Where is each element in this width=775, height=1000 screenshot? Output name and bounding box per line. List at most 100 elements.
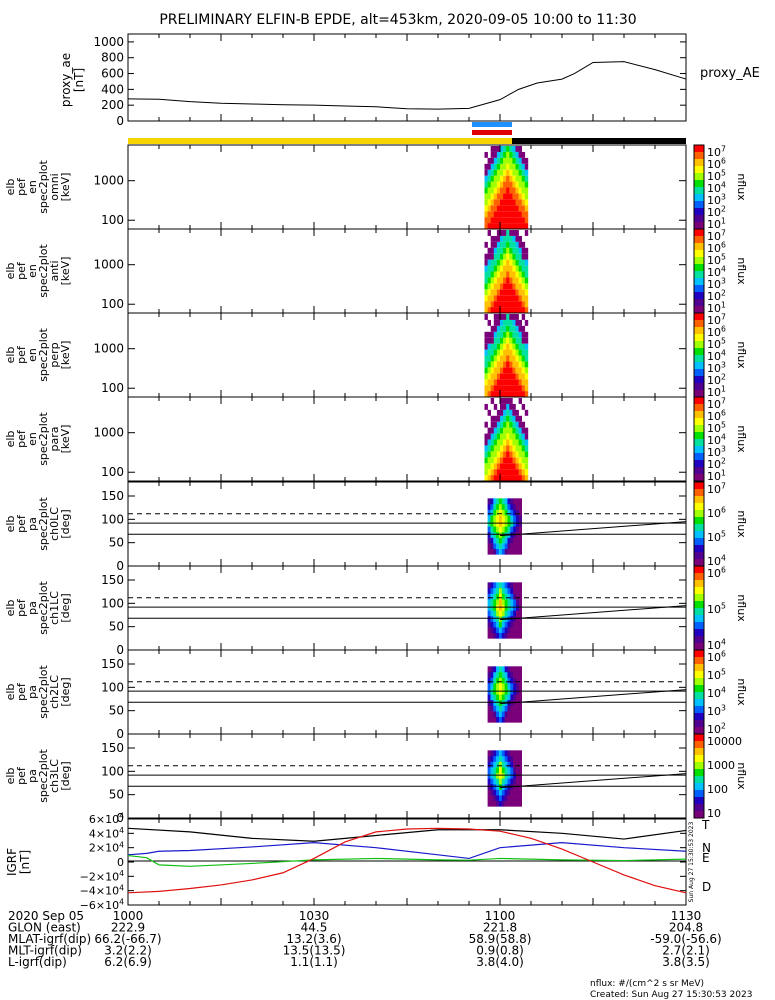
- pitch-angle-cell: [498, 761, 503, 768]
- spectrogram-cell: [518, 241, 522, 248]
- spectrogram-cell: [487, 265, 491, 272]
- spectrogram-cell: [490, 199, 495, 206]
- pitch-angle-cell: [510, 599, 514, 606]
- spectrogram-cell: [493, 343, 498, 350]
- pitch-angle-ytick-label: 50: [109, 788, 124, 802]
- pitch-angle-cell: [496, 509, 500, 516]
- spectrogram-cell: [512, 205, 516, 212]
- spectrogram-ytick-label: 100: [101, 297, 124, 311]
- pitch-angle-cell: [510, 582, 514, 589]
- spectrogram-cell: [490, 355, 495, 362]
- spectrogram-cell: [500, 307, 504, 313]
- pitch-angle-cell: [513, 789, 517, 796]
- spectrogram-colorbar-swatch: [694, 355, 704, 363]
- x-axis-row-value: 44.5: [301, 921, 328, 935]
- pitch-angle-cell: [493, 789, 497, 796]
- pitch-angle-cell: [493, 520, 497, 527]
- spectrogram-cell: [521, 445, 526, 452]
- spectrogram-ylabel: anti: [48, 260, 61, 281]
- spectrogram-cell: [493, 451, 498, 458]
- spectrogram-cell: [512, 283, 516, 290]
- spectrogram-cell: [500, 295, 504, 302]
- pitch-angle-colorbar-swatch: [694, 629, 704, 637]
- spectrogram-cell: [512, 211, 516, 218]
- spectrogram-cell: [509, 175, 513, 182]
- pitch-angle-cell: [518, 750, 522, 757]
- spectrogram-cell: [518, 169, 522, 176]
- spectrogram-cell: [500, 157, 504, 164]
- spectrogram-cell: [490, 157, 495, 164]
- spectrogram-cell: [515, 445, 519, 452]
- pitch-angle-cell: [513, 593, 517, 600]
- spectrogram-ylabel: [keV]: [59, 425, 72, 454]
- pitch-angle-cell: [496, 795, 500, 802]
- pitch-angle-cell: [504, 610, 508, 617]
- pitch-angle-cell: [516, 750, 520, 757]
- spectrogram-cell: [512, 367, 516, 374]
- pitch-angle-cell: [490, 778, 494, 785]
- sunlit-bar: [128, 138, 512, 144]
- spectrogram-cell: [500, 409, 504, 416]
- pitch-angle-colorbar-swatch: [694, 699, 704, 707]
- spectrogram-cell: [484, 217, 488, 224]
- pitch-angle-ytick-label: 150: [101, 741, 124, 755]
- pitch-angle-colorbar-label: nflux: [735, 510, 748, 538]
- spectrogram-cell: [493, 151, 498, 158]
- pitch-angle-cell: [490, 593, 494, 600]
- pitch-angle-cell: [510, 498, 514, 505]
- pitch-angle-ylabel: ch1LC: [48, 591, 61, 625]
- spectrogram-colorbar-swatch: [694, 348, 704, 356]
- spectrogram-cell: [493, 289, 498, 296]
- pitch-angle-cell: [507, 778, 511, 785]
- x-axis-row-value: -59.0(-56.6): [650, 932, 721, 946]
- spectrogram-cell: [506, 451, 510, 458]
- ae-panel-frame: [127, 33, 687, 122]
- spectrogram-cell: [503, 151, 507, 158]
- spectrogram-cell: [493, 205, 498, 212]
- pitch-angle-cell: [513, 761, 517, 768]
- pitch-angle-cell: [510, 755, 514, 762]
- spectrogram-colorbar-swatch: [694, 243, 704, 251]
- pitch-angle-cell: [487, 688, 491, 695]
- spectrogram-cell: [484, 314, 488, 320]
- pitch-angle-cell: [510, 683, 514, 690]
- pitch-angle-cell: [516, 800, 520, 807]
- spectrogram-cell: [512, 163, 516, 170]
- pitch-angle-cell: [516, 537, 520, 544]
- pitch-angle-cell: [498, 671, 503, 678]
- pitch-angle-cell: [510, 800, 514, 807]
- pitch-angle-cell: [498, 548, 503, 555]
- pitch-angle-colorbar-swatch: [694, 622, 704, 630]
- pitch-angle-cell: [493, 677, 497, 684]
- spectrogram-cell: [496, 463, 501, 470]
- pitch-angle-cell: [504, 767, 508, 774]
- pitch-angle-cell: [518, 705, 522, 712]
- spectrogram-cell: [493, 259, 498, 266]
- pitch-angle-cell: [507, 604, 511, 611]
- pitch-angle-cell: [496, 548, 500, 555]
- pitch-angle-cell: [493, 666, 497, 673]
- pitch-angle-cell: [487, 526, 491, 533]
- pitch-angle-cell: [493, 778, 497, 785]
- pitch-angle-cell: [516, 755, 520, 762]
- spectrogram-cell: [496, 146, 501, 152]
- pitch-angle-cell: [513, 543, 517, 550]
- pitch-angle-cell: [487, 582, 491, 589]
- pitch-angle-cell: [507, 621, 511, 628]
- spectrogram-cell: [490, 379, 495, 386]
- spectrogram-cell: [512, 314, 516, 320]
- spectrogram-cell: [496, 445, 501, 452]
- pitch-angle-cell: [501, 498, 505, 505]
- spectrogram-cell: [506, 307, 510, 313]
- spectrogram-colorbar-swatch: [694, 369, 704, 377]
- spectrogram-cell: [521, 433, 526, 440]
- pitch-angle-cell: [493, 688, 497, 695]
- spectrogram-cell: [506, 283, 510, 290]
- spectrogram-cell: [506, 398, 510, 404]
- pitch-angle-cell: [490, 705, 494, 712]
- pitch-angle-cell: [493, 503, 497, 510]
- pitch-angle-cell: [490, 531, 494, 538]
- pitch-angle-cell: [518, 632, 522, 639]
- spectrogram-cell: [490, 175, 495, 182]
- spectrogram-cell: [506, 205, 510, 212]
